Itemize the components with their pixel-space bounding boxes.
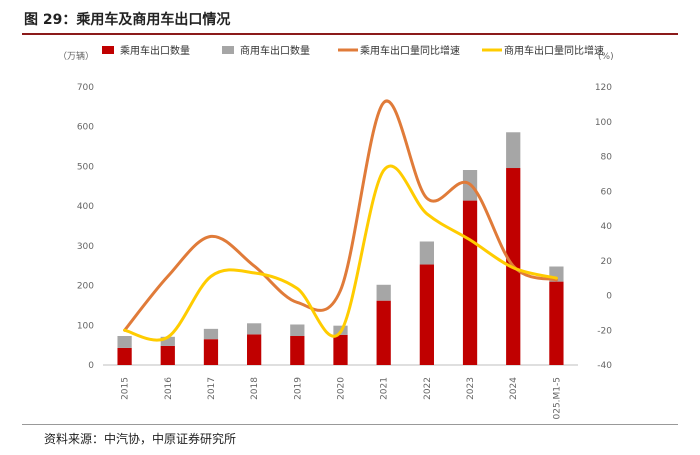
- legend-swatch: [102, 46, 114, 54]
- bar-commercial: [376, 284, 391, 301]
- x-tick-label: 2017: [207, 377, 217, 400]
- legend-label: 商用车出口数量: [240, 44, 310, 57]
- bar-commercial: [506, 132, 521, 169]
- right-axis-tick-label: -40: [597, 361, 612, 371]
- bar-commercial: [247, 323, 262, 335]
- right-axis-tick-label: 80: [601, 153, 613, 163]
- right-axis-label: (%): [598, 52, 614, 62]
- source-note: 资料来源：中汽协，中原证券研究所: [44, 432, 237, 446]
- bar-commercial: [117, 336, 132, 348]
- source-divider: [22, 424, 678, 425]
- bar-commercial: [203, 328, 219, 340]
- legend-label: 乘用车出口量同比增速: [360, 44, 460, 57]
- left-axis-tick-label: 300: [77, 242, 94, 252]
- bar-passenger: [419, 264, 434, 365]
- right-axis-tick-label: 60: [601, 187, 613, 197]
- figure-title-bar: 图 29：乘用车及商用车出口情况: [22, 6, 678, 35]
- line-passenger-growth: [123, 99, 558, 332]
- figure-title: 图 29：乘用车及商用车出口情况: [24, 12, 231, 28]
- legend-label: 商用车出口量同比增速: [504, 44, 604, 57]
- bar-passenger: [549, 281, 564, 365]
- right-axis-tick-label: 40: [601, 222, 613, 232]
- x-tick-label: 2019: [293, 377, 303, 400]
- x-tick-label: 2023: [466, 377, 476, 400]
- left-axis-tick-label: 500: [77, 162, 94, 172]
- bar-passenger: [117, 347, 132, 365]
- x-tick-label: 2018: [250, 377, 260, 400]
- right-axis-tick-label: 0: [606, 292, 612, 302]
- line-commercial-growth: [123, 164, 558, 342]
- x-tick-label: 2015: [121, 377, 131, 400]
- x-tick-label: 2025.M1-5: [552, 377, 562, 420]
- legend-swatch: [222, 46, 234, 54]
- bar-passenger: [203, 339, 219, 365]
- right-axis-tick-label: 20: [601, 257, 613, 267]
- left-axis-tick-label: 600: [77, 123, 94, 133]
- left-axis-tick-label: 0: [88, 361, 94, 371]
- bar-passenger: [376, 300, 391, 365]
- bar-passenger: [247, 334, 262, 365]
- bar-passenger: [160, 345, 175, 365]
- left-axis-tick-label: 200: [77, 282, 94, 292]
- left-axis-label: （万辆）: [58, 50, 94, 62]
- bar-commercial: [290, 324, 305, 337]
- bar-passenger: [462, 200, 478, 365]
- export-chart: 0 100 200 300 400 500 600 700 （万辆） -40 -20 0 20 40 60 8…: [58, 44, 614, 420]
- left-axis-tick-label: 400: [77, 202, 94, 212]
- legend-label: 乘用车出口数量: [120, 44, 190, 57]
- bar-commercial: [419, 241, 434, 265]
- x-tick-label: 2022: [423, 377, 433, 400]
- right-axis-tick-label: 120: [595, 83, 612, 93]
- right-axis-tick-label: 100: [595, 118, 612, 128]
- bar-passenger: [290, 336, 305, 365]
- x-tick-label: 2024: [509, 377, 519, 400]
- x-tick-label: 2016: [164, 377, 174, 400]
- left-axis-tick-label: 100: [77, 321, 94, 331]
- right-axis-tick-label: -20: [597, 326, 612, 336]
- bar-commercial: [160, 336, 175, 346]
- x-tick-label: 2020: [337, 377, 347, 400]
- left-axis-tick-label: 700: [77, 83, 94, 93]
- title-divider: [22, 33, 678, 35]
- bar-passenger: [333, 334, 348, 365]
- x-tick-label: 2021: [380, 377, 390, 400]
